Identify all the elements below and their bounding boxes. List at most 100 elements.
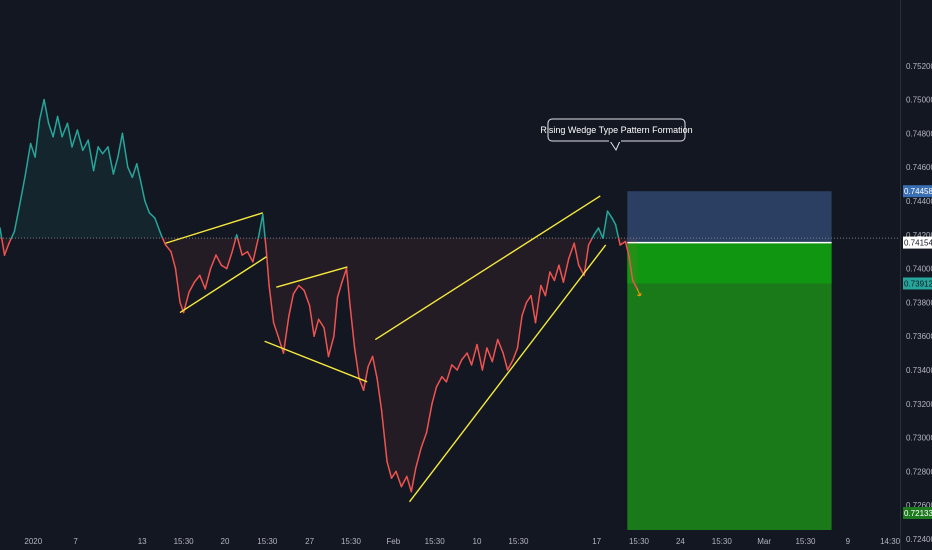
price-segment — [87, 139, 95, 172]
price-segment — [540, 284, 547, 297]
annotation-text: Rising Wedge Type Pattern Formation — [540, 125, 692, 135]
price-segment — [602, 210, 609, 239]
price-segment — [144, 200, 151, 214]
price-segment — [56, 115, 63, 138]
price-segment — [231, 237, 237, 253]
price-segment — [568, 242, 575, 260]
price-segment — [445, 364, 453, 383]
price-segment — [148, 212, 156, 219]
x-tick-label: 17 — [592, 537, 601, 546]
price-segment — [252, 237, 260, 263]
area-below-reference — [0, 238, 638, 492]
price-segment — [491, 338, 499, 363]
price-segment — [313, 318, 320, 337]
price-segment — [268, 284, 275, 324]
price-segment — [154, 217, 162, 236]
price-segment — [262, 213, 266, 239]
price-segment — [272, 321, 279, 337]
price-segment — [174, 267, 181, 304]
stop-loss-zone — [627, 191, 832, 243]
price-segment — [38, 98, 45, 121]
price-segment — [431, 386, 438, 405]
x-tick-label: 15:30 — [174, 537, 195, 546]
x-tick-label: Mar — [757, 537, 771, 546]
price-segment — [456, 359, 463, 371]
price-segment — [29, 142, 36, 158]
x-axis[interactable]: 2020 7 13 15:30 20 15:30 27 15:30 Feb 15:30 10 15:3… — [0, 530, 901, 550]
price-segment — [617, 237, 621, 246]
price-tags: 0.74458 0.74154 0.73912 0.72133 — [903, 185, 932, 519]
price-segment — [282, 315, 290, 354]
price-segment — [131, 163, 138, 179]
price-segment — [558, 264, 565, 283]
price-segment — [614, 223, 620, 239]
price-segment — [476, 343, 484, 371]
price-segment — [8, 237, 13, 244]
price-tag-label: 0.74154 — [904, 239, 932, 248]
price-segment — [101, 146, 109, 155]
price-segment — [117, 132, 124, 158]
price-segment — [3, 242, 10, 256]
price-segment — [534, 284, 542, 324]
price-segment — [470, 343, 478, 366]
price-segment — [395, 470, 403, 488]
x-tick-label: 15:30 — [795, 537, 816, 546]
price-segment — [619, 240, 627, 246]
price-segment — [24, 142, 32, 177]
y-tick-label: 0.72400 — [906, 535, 932, 544]
price-segment — [193, 274, 201, 283]
x-tick-label: 2020 — [24, 537, 42, 546]
price-segment — [13, 203, 21, 233]
x-tick-label: 15:30 — [712, 537, 733, 546]
annotation-callout[interactable]: Rising Wedge Type Pattern Formation — [540, 118, 693, 152]
x-tick-label: 14:30 — [880, 537, 901, 546]
price-segment — [415, 446, 422, 469]
x-tick-label: 13 — [138, 537, 147, 546]
price-segment — [549, 271, 556, 282]
price-segment — [400, 475, 408, 488]
price-segment — [43, 98, 50, 125]
x-tick-label: 15:30 — [629, 537, 650, 546]
price-segment — [317, 318, 325, 329]
wedge-trendline — [276, 266, 348, 288]
price-segment — [420, 431, 428, 449]
position-zones — [627, 191, 832, 543]
price-tag-label: 0.73912 — [904, 279, 932, 288]
price-segment — [97, 146, 104, 155]
price-segment — [367, 355, 374, 368]
price-segment — [92, 146, 99, 172]
wedge-trendline — [374, 195, 601, 341]
price-segment — [164, 244, 172, 253]
x-tick-label: 15:30 — [341, 537, 362, 546]
price-segment — [353, 347, 360, 380]
price-segment — [435, 376, 443, 388]
price-segment — [121, 132, 129, 168]
x-tick-label: 15:30 — [508, 537, 529, 546]
price-segment — [0, 227, 3, 239]
price-segment — [562, 257, 570, 283]
price-segment — [241, 250, 249, 256]
price-segment — [587, 237, 593, 246]
price-segment — [209, 254, 217, 270]
price-segment — [333, 296, 339, 337]
x-tick-label: 27 — [305, 537, 314, 546]
price-segment — [246, 250, 254, 263]
price-segment — [358, 377, 365, 392]
price-segment — [264, 237, 268, 253]
price-segment — [226, 250, 233, 270]
price-segment — [521, 301, 528, 317]
price-segment — [349, 305, 356, 349]
x-tick-label: 15:30 — [257, 537, 278, 546]
price-segment — [265, 250, 270, 287]
price-segment — [308, 305, 315, 337]
price-segment — [631, 279, 638, 290]
